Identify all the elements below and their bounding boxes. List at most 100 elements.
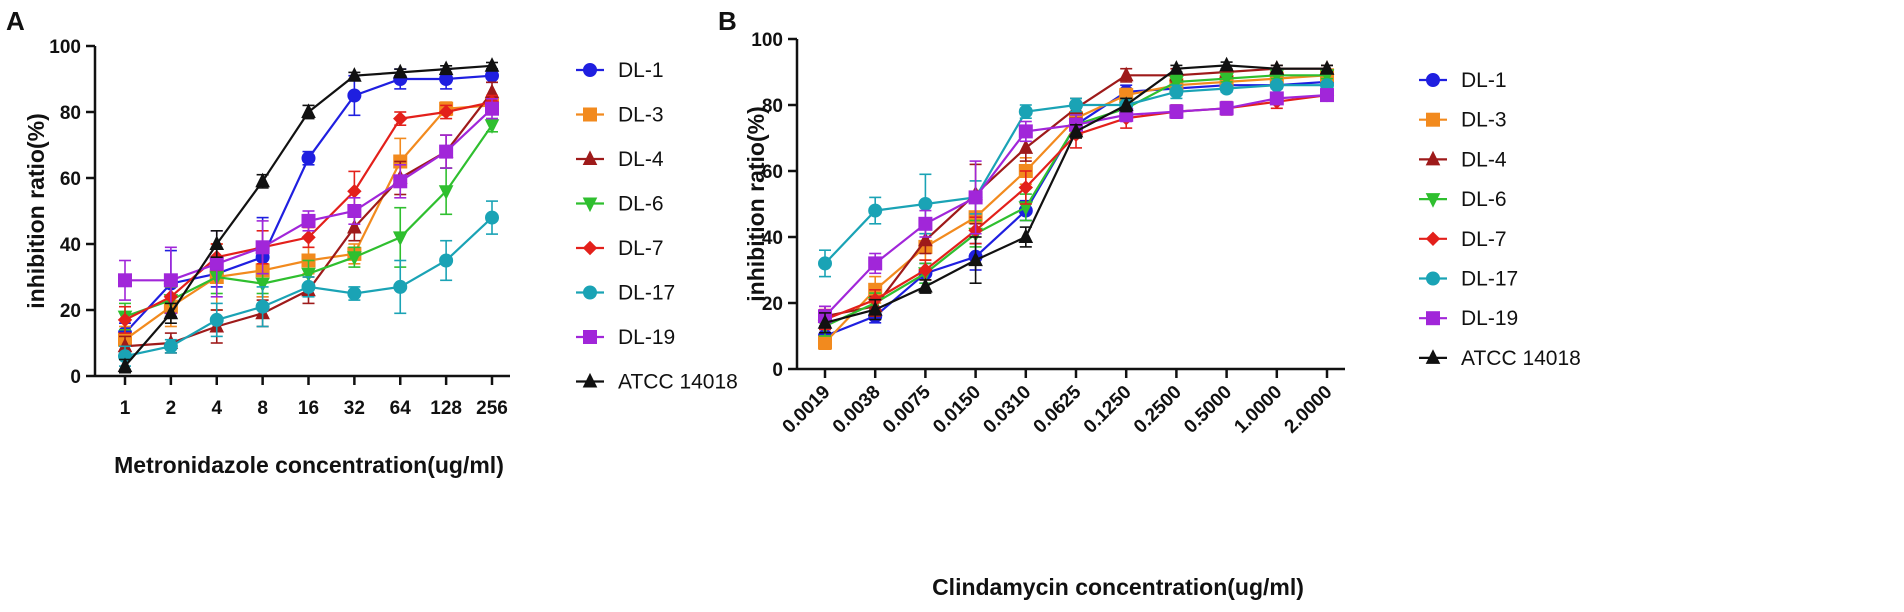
panel-letter: B (718, 6, 737, 36)
data-point (968, 251, 983, 267)
data-point (301, 103, 316, 118)
data-point (1169, 75, 1184, 91)
y-tick-label: 60 (762, 162, 783, 183)
x-tick-label: 0.0038 (829, 382, 885, 438)
data-point (439, 253, 454, 268)
legend-item: DL-4 (1419, 148, 1507, 171)
data-point (393, 174, 408, 189)
data-point (817, 314, 833, 329)
legend-item: DL-1 (1419, 69, 1507, 92)
x-tick-label: 0.5000 (1180, 382, 1236, 438)
x-tick-label: 8 (257, 398, 268, 419)
legend-marker (583, 63, 597, 77)
legend-marker (1425, 150, 1441, 166)
data-point (347, 204, 362, 218)
x-tick-label: 0.0075 (879, 381, 935, 437)
data-point (1018, 104, 1033, 119)
panel-letter: A (6, 6, 25, 36)
legend-marker (583, 330, 597, 344)
data-point (255, 240, 270, 255)
x-axis-title: Clindamycin concentration(ug/ml) (932, 574, 1304, 600)
data-point (484, 119, 500, 134)
chart-panel-a: A 0 20 40 60 80 100 1 2 4 8 16 32 64 128 256 Metronidazo… (6, 6, 738, 478)
series-dl-6 (117, 117, 500, 331)
legend-marker (1425, 193, 1441, 208)
legend-item: DL-17 (576, 282, 675, 305)
data-point (117, 357, 133, 373)
y-axis-title: inhibition ratio(%) (743, 106, 769, 301)
legend-label: DL-17 (1461, 268, 1518, 291)
legend-label: DL-19 (1461, 307, 1518, 330)
legend-item: DL-7 (576, 237, 664, 260)
data-point (918, 197, 933, 211)
y-tick-label: 80 (762, 96, 783, 117)
data-point (438, 104, 454, 120)
y-tick-label: 20 (762, 294, 783, 315)
legend-marker (1426, 73, 1440, 87)
data-point (1219, 101, 1234, 116)
legend-marker (1425, 349, 1441, 364)
legend-label: ATCC 14018 (1461, 347, 1581, 370)
y-tick-label: 100 (751, 30, 783, 51)
data-point (1269, 60, 1285, 75)
y-tick-label: 40 (60, 235, 81, 256)
data-point (301, 279, 316, 294)
legend-marker (582, 240, 598, 256)
data-point (1219, 81, 1234, 96)
x-tick-label: 4 (211, 398, 222, 419)
series-atcc-14018 (117, 57, 500, 374)
legend-item: DL-17 (1419, 268, 1518, 291)
x-tick-label: 32 (344, 398, 365, 419)
legend-label: DL-19 (618, 326, 675, 349)
x-tick-label: 2 (166, 398, 177, 419)
data-point (255, 277, 270, 293)
legend-item: DL-19 (576, 326, 675, 349)
data-point (347, 88, 362, 103)
data-point (392, 63, 408, 79)
data-point (163, 304, 179, 320)
data-point (918, 216, 933, 231)
legend-label: DL-7 (1461, 228, 1507, 251)
data-point (818, 256, 832, 271)
data-point (209, 256, 224, 271)
data-point (867, 300, 883, 316)
data-point (818, 335, 832, 350)
data-point (485, 210, 499, 225)
legend-marker (1426, 311, 1440, 326)
data-point (393, 111, 408, 126)
legend-label: DL-6 (1461, 188, 1507, 211)
x-tick-label: 16 (298, 398, 319, 419)
legend-item: DL-3 (1419, 109, 1507, 132)
x-tick-label: 0.0310 (979, 382, 1035, 438)
data-point (868, 256, 883, 271)
x-tick-label: 0.0625 (1030, 381, 1086, 437)
legend-marker (583, 285, 597, 300)
data-point (1069, 98, 1083, 112)
x-tick-label: 0.0150 (929, 382, 985, 438)
legend-label: DL-3 (618, 104, 664, 127)
data-point (347, 218, 362, 234)
data-point (1219, 56, 1234, 72)
series-atcc-14018 (817, 56, 1335, 334)
x-tick-label: 1.0000 (1230, 382, 1286, 438)
x-tick-label: 0.2500 (1130, 382, 1186, 438)
data-point (438, 60, 454, 76)
data-point (347, 286, 362, 301)
x-tick-label: 64 (390, 398, 412, 419)
data-point (163, 273, 178, 288)
chart-panel-b: B0204060801000.00190.00380.00750.01500.0… (718, 6, 1581, 600)
y-tick-label: 0 (772, 360, 783, 381)
data-point (1320, 88, 1334, 103)
data-point (301, 267, 316, 283)
data-point (439, 144, 454, 159)
legend-item: ATCC 14018 (576, 371, 738, 394)
data-point (1269, 78, 1284, 93)
data-point (347, 251, 362, 266)
series-dl-17 (118, 200, 499, 367)
legend-marker (1426, 112, 1440, 127)
legend-marker (583, 107, 597, 122)
data-point (301, 213, 316, 228)
data-point (117, 312, 133, 328)
